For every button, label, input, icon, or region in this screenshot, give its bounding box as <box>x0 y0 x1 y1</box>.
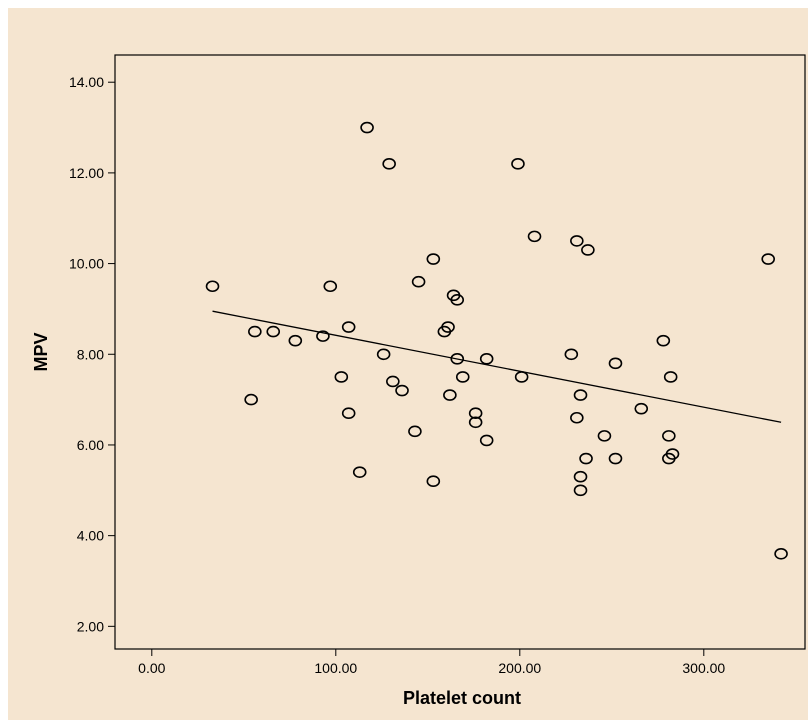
data-point <box>382 158 396 170</box>
data-point <box>450 353 465 365</box>
data-point <box>579 452 593 465</box>
data-point <box>352 466 367 478</box>
data-point <box>288 334 303 347</box>
data-point <box>656 334 671 347</box>
x-tick-label: 200.00 <box>498 660 541 676</box>
data-point <box>341 407 356 420</box>
data-point <box>341 321 356 333</box>
axes: 2.00 4.00 6.00 8.00 10.00 12.00 14.00 0.00 100.0… <box>69 74 725 676</box>
y-tick-label: 8.00 <box>77 346 104 362</box>
data-point <box>527 230 542 243</box>
data-point <box>761 253 776 265</box>
x-tick-label: 0.00 <box>138 660 165 676</box>
data-point <box>408 425 422 438</box>
data-point <box>395 384 409 397</box>
data-point <box>597 430 612 442</box>
data-point <box>634 402 649 415</box>
data-point <box>266 325 281 338</box>
data-point <box>479 434 494 447</box>
x-axis-label: Platelet count <box>403 688 521 708</box>
data-point <box>323 280 338 293</box>
x-tick-label: 300.00 <box>682 660 725 676</box>
data-point <box>608 357 623 370</box>
data-point <box>443 389 457 401</box>
y-tick-label: 2.00 <box>77 618 104 634</box>
fit-line-group <box>212 310 782 423</box>
y-tick-label: 14.00 <box>69 74 104 90</box>
plot-area <box>114 54 806 650</box>
data-point <box>479 353 494 365</box>
data-point <box>441 321 455 333</box>
data-point <box>608 452 623 465</box>
data-point <box>426 253 441 265</box>
data-point <box>511 158 525 170</box>
data-point <box>360 121 374 134</box>
y-tick-label: 4.00 <box>77 528 104 544</box>
data-point <box>573 470 588 483</box>
data-point <box>386 375 400 388</box>
data-point <box>468 407 483 420</box>
data-point <box>248 325 262 338</box>
data-point <box>564 348 579 361</box>
data-point <box>573 484 588 497</box>
data-point <box>411 275 426 288</box>
data-point <box>376 348 391 361</box>
markers-group <box>205 121 788 560</box>
data-point <box>570 235 584 247</box>
data-point <box>316 330 330 342</box>
data-point <box>205 280 220 293</box>
data-point <box>455 371 470 383</box>
data-point <box>426 475 441 488</box>
data-point <box>665 448 680 460</box>
data-point <box>334 371 349 383</box>
data-point <box>244 393 258 406</box>
y-axis-label: MPV <box>31 332 51 371</box>
y-tick-label: 10.00 <box>69 256 104 272</box>
data-point <box>663 371 678 383</box>
data-point <box>662 430 676 442</box>
data-point <box>514 371 529 383</box>
data-point <box>774 547 788 560</box>
data-point <box>450 294 465 306</box>
data-point <box>581 244 595 256</box>
data-point <box>570 411 584 424</box>
data-point <box>468 416 483 429</box>
fit-line <box>212 310 782 423</box>
data-point <box>573 389 588 401</box>
x-tick-label: 100.00 <box>314 660 357 676</box>
y-tick-label: 6.00 <box>77 437 104 453</box>
y-tick-label: 12.00 <box>69 165 104 181</box>
